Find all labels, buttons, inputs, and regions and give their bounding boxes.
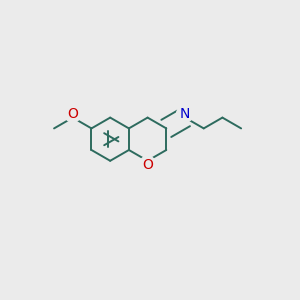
Circle shape	[177, 105, 194, 122]
Text: O: O	[67, 107, 78, 121]
Text: O: O	[142, 158, 153, 172]
Circle shape	[64, 105, 81, 122]
Circle shape	[139, 156, 156, 173]
Text: N: N	[180, 107, 190, 121]
